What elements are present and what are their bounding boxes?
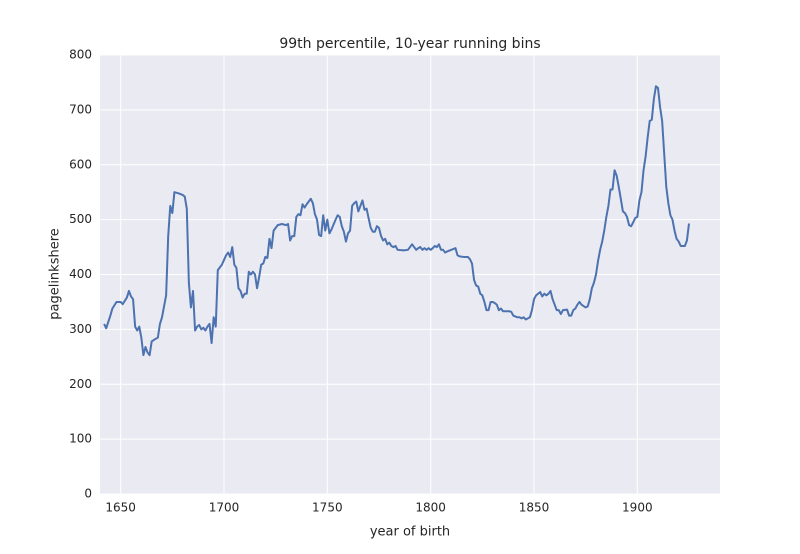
x-tick-label: 1750	[312, 501, 343, 515]
x-axis-label: year of birth	[370, 525, 450, 540]
y-tick-label: 700	[69, 102, 92, 116]
x-tick-label: 1650	[105, 501, 136, 515]
y-tick-label: 100	[69, 432, 92, 446]
y-axis-label: pagelinkshere	[48, 228, 63, 320]
y-tick-label: 400	[69, 267, 92, 281]
x-tick-label: 1700	[209, 501, 240, 515]
data-line	[103, 85, 690, 357]
y-tick-label: 200	[69, 377, 92, 391]
x-tick-label: 1800	[415, 501, 446, 515]
y-tick-label: 0	[84, 487, 92, 501]
y-tick-label: 800	[69, 48, 92, 62]
chart-title: 99th percentile, 10-year running bins	[279, 36, 540, 52]
y-tick-label: 600	[69, 157, 92, 171]
y-tick-label: 500	[69, 212, 92, 226]
y-tick-label: 300	[69, 322, 92, 336]
x-tick-label: 1900	[622, 501, 653, 515]
x-tick-label: 1850	[519, 501, 550, 515]
